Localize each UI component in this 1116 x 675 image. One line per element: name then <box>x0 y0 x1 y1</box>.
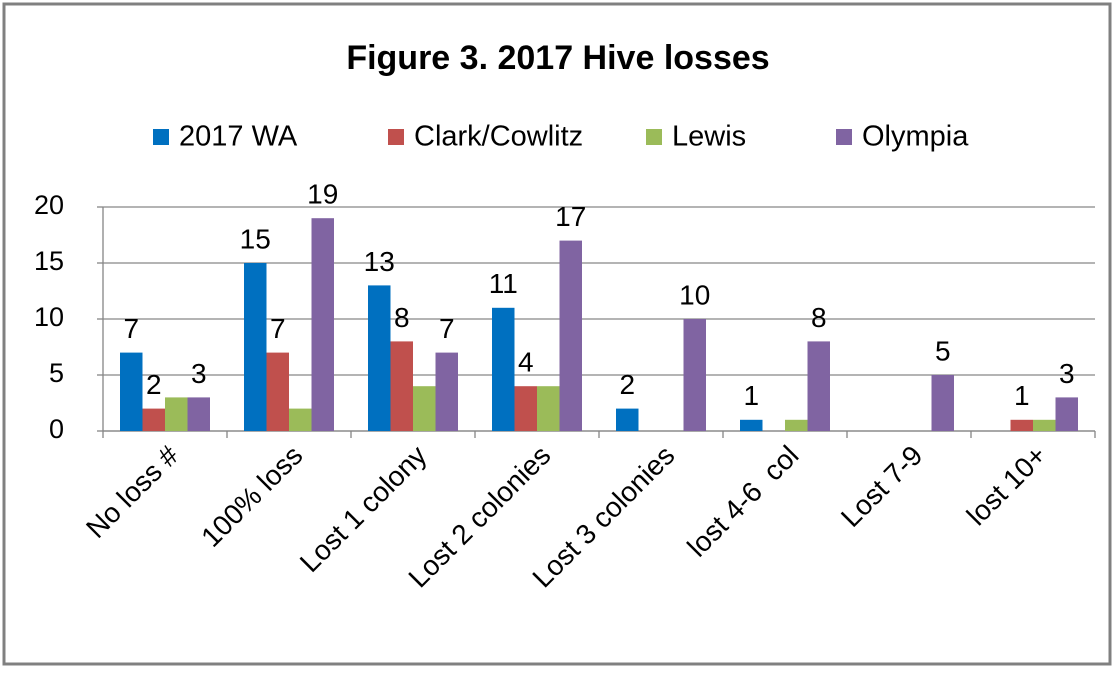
data-label: 2 <box>619 369 635 400</box>
bar <box>390 341 413 431</box>
chart-title: Figure 3. 2017 Hive losses <box>346 39 769 77</box>
data-label: 19 <box>307 179 338 210</box>
y-tick-label: 20 <box>34 190 64 220</box>
legend-label: Olympia <box>862 121 969 153</box>
y-tick-label: 0 <box>49 414 64 444</box>
bar <box>514 386 537 431</box>
y-tick-label: 15 <box>34 246 64 276</box>
data-label: 8 <box>811 302 827 333</box>
y-tick-label: 10 <box>34 302 64 332</box>
data-label: 10 <box>679 279 710 310</box>
data-label: 2 <box>146 369 162 400</box>
y-tick-label: 5 <box>49 358 64 388</box>
data-label: 1 <box>743 380 759 411</box>
bar <box>187 397 210 431</box>
bar <box>142 408 165 431</box>
bar <box>1055 397 1078 431</box>
legend-label: Lewis <box>672 121 746 153</box>
data-label: 13 <box>364 246 395 277</box>
bar <box>368 285 391 431</box>
bar <box>537 386 560 431</box>
data-label: 15 <box>240 223 271 254</box>
bar <box>931 375 954 431</box>
bar <box>616 408 639 431</box>
legend-swatch <box>646 129 662 145</box>
chart-frame <box>2 2 1112 666</box>
bar <box>289 408 312 431</box>
data-label: 7 <box>439 313 455 344</box>
bar <box>683 319 706 431</box>
bar <box>120 352 143 431</box>
bar <box>311 218 334 431</box>
data-label: 8 <box>394 302 410 333</box>
bar <box>785 419 808 431</box>
bar <box>1033 419 1056 431</box>
bar <box>266 352 289 431</box>
legend-swatch <box>388 129 404 145</box>
data-label: 17 <box>555 201 586 232</box>
bar <box>807 341 830 431</box>
bar <box>413 386 436 431</box>
legend-label: Clark/Cowlitz <box>414 121 583 153</box>
data-label: 7 <box>123 313 139 344</box>
bar <box>435 352 458 431</box>
data-label: 11 <box>489 268 518 299</box>
legend-swatch <box>836 129 852 145</box>
data-label: 5 <box>935 335 951 366</box>
data-label: 3 <box>1059 358 1075 389</box>
bar <box>559 240 582 431</box>
data-label: 3 <box>191 358 207 389</box>
bar <box>740 419 763 431</box>
data-label: 1 <box>1014 380 1030 411</box>
legend-label: 2017 WA <box>179 121 298 153</box>
legend-swatch <box>153 129 169 145</box>
bar <box>492 307 515 431</box>
bar <box>165 397 188 431</box>
data-label: 4 <box>518 347 534 378</box>
bar <box>244 263 267 431</box>
data-label: 7 <box>270 313 286 344</box>
bar <box>1010 419 1033 431</box>
